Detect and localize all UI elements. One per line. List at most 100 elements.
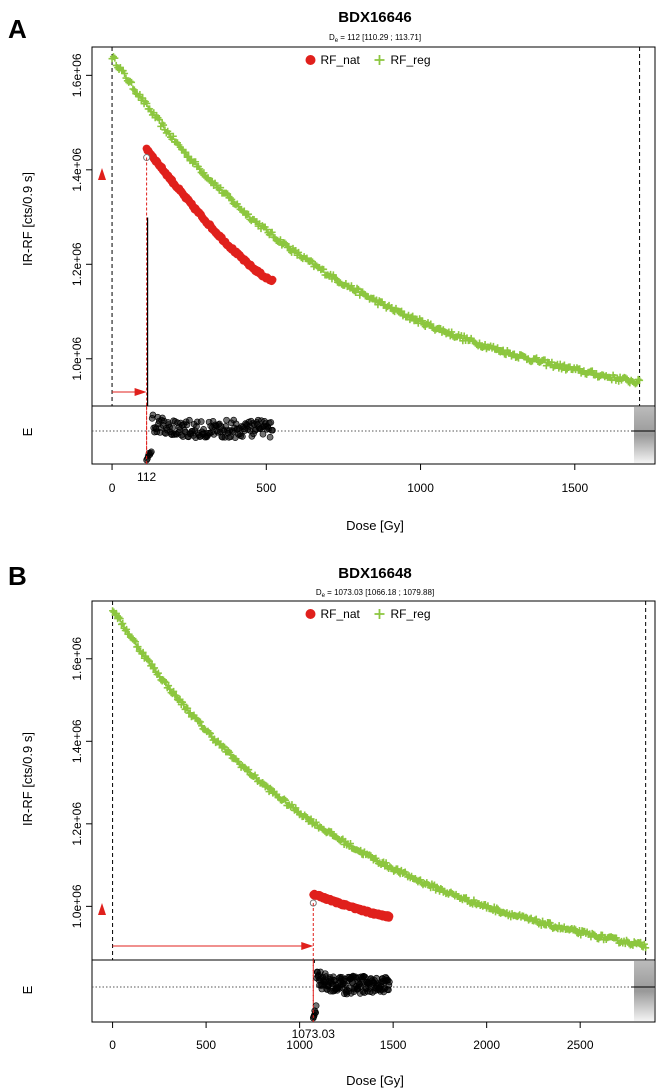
panel-b-y-axis-label: IR-RF [cts/0.9 s] bbox=[20, 732, 35, 826]
rf-reg-point bbox=[165, 682, 173, 690]
x-tick-label: 0 bbox=[109, 481, 116, 495]
rf-reg-point bbox=[288, 801, 296, 809]
rf-reg-point bbox=[532, 915, 540, 923]
de-value-label: 1073.03 bbox=[292, 1027, 336, 1041]
rf-reg-point bbox=[227, 751, 235, 759]
rf-reg-point bbox=[109, 53, 117, 61]
residual-points bbox=[143, 411, 276, 464]
x-tick-label: 1000 bbox=[286, 1038, 313, 1052]
y-tick-label: 1.6e+06 bbox=[70, 53, 84, 97]
panel-b-subtitle: De = 1073.03 [1066.18 ; 1079.88] bbox=[316, 588, 434, 599]
subtitle-d: D bbox=[316, 588, 322, 597]
rf-reg-point bbox=[382, 859, 390, 867]
rf-reg-point bbox=[637, 938, 645, 946]
rf-reg-point bbox=[331, 274, 339, 282]
rf-reg-point bbox=[470, 896, 478, 904]
rf-reg-point bbox=[217, 184, 225, 192]
rf-reg-point bbox=[170, 687, 178, 695]
residual-density-box bbox=[634, 407, 654, 463]
rf-reg-point bbox=[494, 344, 502, 352]
rf-reg-point bbox=[126, 77, 134, 85]
rf-reg-point bbox=[240, 207, 248, 215]
rf-reg-point bbox=[192, 158, 200, 166]
legend-rf-nat-symbol bbox=[305, 55, 316, 65]
rf-reg-point bbox=[312, 818, 320, 826]
de-arrow-head bbox=[301, 942, 314, 950]
rf-reg-point bbox=[560, 361, 568, 369]
rf-reg-point bbox=[221, 743, 229, 751]
rf-reg-point bbox=[570, 925, 578, 933]
rf-reg-point bbox=[226, 194, 234, 202]
residual-point bbox=[267, 419, 275, 426]
rf-reg-point bbox=[151, 664, 159, 672]
rf-reg-point bbox=[116, 615, 124, 623]
rf-reg-point bbox=[437, 884, 445, 892]
rf-reg-point bbox=[577, 931, 585, 939]
x-tick-label: 500 bbox=[256, 481, 276, 495]
rf-reg-point bbox=[346, 840, 354, 848]
rf-reg-point bbox=[134, 643, 142, 651]
y-tick-label: 1.2e+06 bbox=[70, 242, 84, 286]
rf-reg-point bbox=[407, 313, 415, 321]
rf-reg-point bbox=[207, 729, 215, 737]
rf-reg-series bbox=[108, 53, 644, 388]
residual-point bbox=[386, 978, 393, 986]
legend-rf-nat-label: RF_nat bbox=[321, 607, 361, 621]
panel-a-title: BDX16646 bbox=[338, 9, 411, 26]
plot-frame bbox=[91, 600, 656, 961]
rf-reg-point bbox=[448, 328, 456, 336]
rf-reg-point bbox=[357, 846, 365, 854]
rf-reg-point bbox=[306, 816, 314, 824]
rf-reg-point bbox=[219, 742, 227, 750]
rf-reg-point bbox=[636, 376, 644, 384]
rf-reg-point bbox=[292, 804, 300, 812]
panel-b-x-axis-label: Dose [Gy] bbox=[346, 1073, 404, 1088]
rf-nat-series bbox=[142, 144, 277, 286]
panel-a-letter: A bbox=[8, 14, 27, 44]
legend-rf-reg-label: RF_reg bbox=[391, 607, 431, 621]
rf-reg-point bbox=[115, 613, 123, 621]
x-tick-label: 1500 bbox=[380, 1038, 407, 1052]
y-tick-label: 1.2e+06 bbox=[70, 802, 84, 846]
rf-reg-point bbox=[138, 650, 146, 658]
panel-b-title: BDX16648 bbox=[338, 565, 411, 582]
rf-reg-point bbox=[165, 130, 173, 138]
rf-reg-point bbox=[631, 380, 639, 388]
residual-point bbox=[259, 430, 267, 438]
rf-reg-point bbox=[121, 626, 129, 634]
rf-reg-point bbox=[266, 784, 274, 792]
rf-reg-point bbox=[196, 165, 204, 173]
rf-reg-point bbox=[196, 718, 204, 726]
rf-reg-point bbox=[307, 257, 315, 265]
panel-a-subtitle: De = 112 [110.29 ; 113.71] bbox=[329, 33, 421, 44]
y-tick-label: 1.6e+06 bbox=[70, 637, 84, 681]
rf-reg-point bbox=[111, 54, 119, 62]
rf-reg-point bbox=[160, 121, 168, 129]
rf-reg-point bbox=[353, 284, 361, 292]
panel-b-residual-area: 0 500 1000 1500 2000 2500 1073.03 bbox=[91, 959, 656, 1052]
rf-reg-point bbox=[109, 607, 117, 615]
x-tick-label: 2000 bbox=[473, 1038, 500, 1052]
residual-point bbox=[269, 426, 276, 434]
rf-reg-point bbox=[476, 339, 484, 347]
rf-reg-point bbox=[119, 620, 127, 628]
rf-reg-point bbox=[130, 636, 138, 644]
legend-rf-nat-label: RF_nat bbox=[321, 53, 361, 67]
panel-b-residual-label: E bbox=[20, 985, 35, 994]
residual-point bbox=[186, 416, 193, 424]
rf-reg-point bbox=[121, 69, 129, 77]
panel-b: B BDX16648 De = 1073.03 [1066.18 ; 1079.… bbox=[8, 561, 656, 1088]
panel-a-x-axis-label: Dose [Gy] bbox=[346, 518, 404, 533]
rf-reg-point bbox=[281, 239, 289, 247]
subtitle-sub: e bbox=[322, 593, 326, 599]
de-arrow-head bbox=[134, 388, 147, 396]
residual-point bbox=[239, 433, 246, 440]
rf-reg-point bbox=[129, 85, 137, 93]
rf-reg-series bbox=[109, 607, 650, 952]
rf-reg-point bbox=[307, 815, 315, 823]
residual-point bbox=[197, 418, 205, 425]
rf-reg-point bbox=[494, 905, 502, 913]
subtitle-d: D bbox=[329, 33, 335, 42]
plot-frame bbox=[91, 46, 656, 407]
